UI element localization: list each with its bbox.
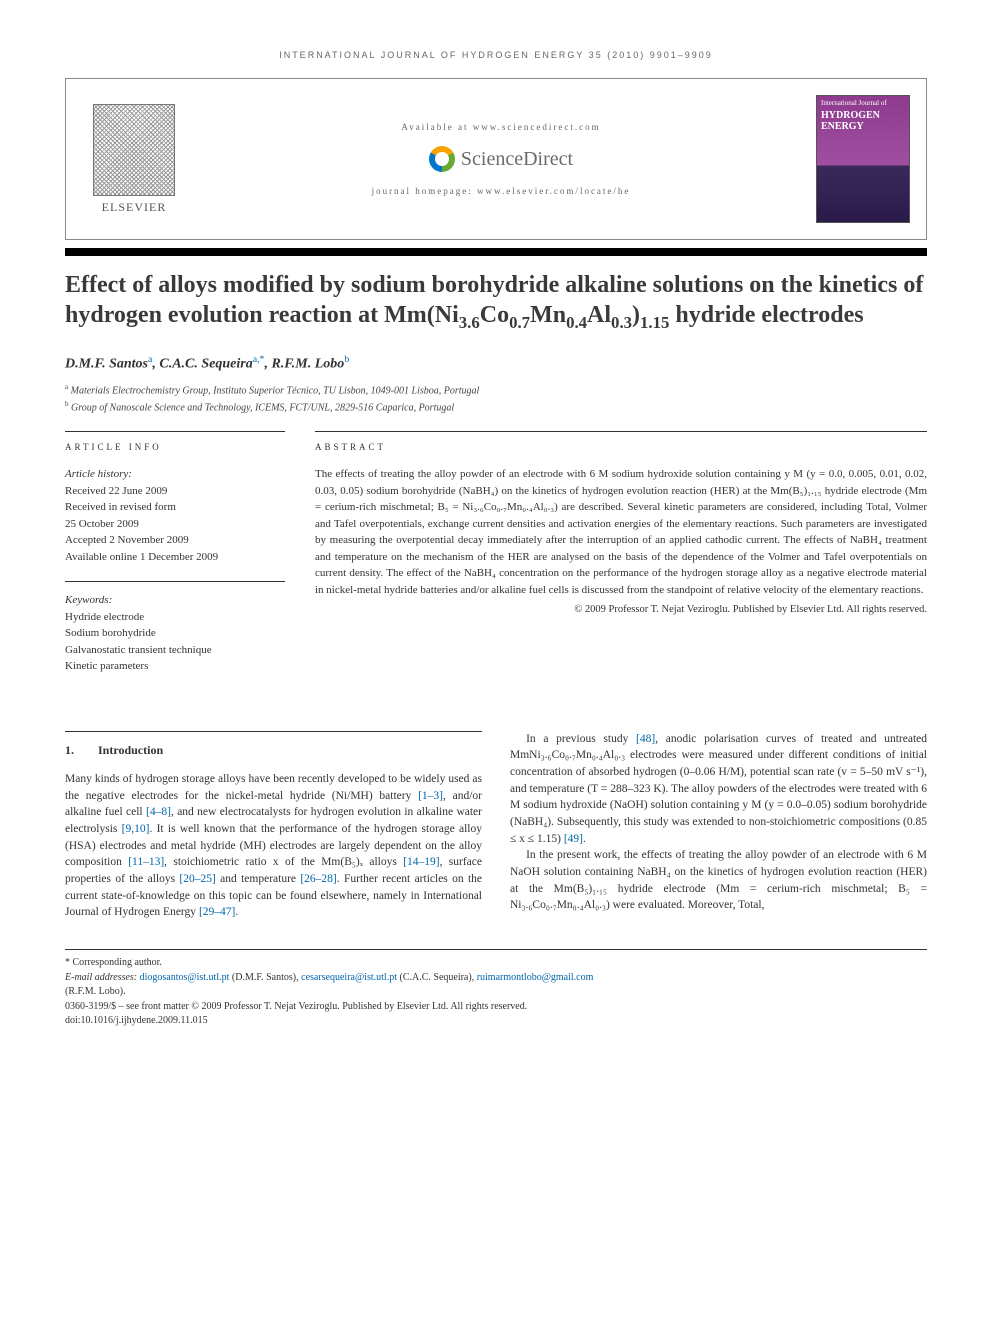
citation-link[interactable]: [20–25] [179, 873, 215, 885]
cover-subtitle: International Journal of [821, 100, 905, 108]
elsevier-tree-icon [93, 104, 175, 196]
article-info-heading: ARTICLE INFO [65, 431, 285, 452]
body-columns: 1. Introduction Many kinds of hydrogen s… [65, 731, 927, 921]
journal-homepage[interactable]: journal homepage: www.elsevier.com/locat… [372, 186, 631, 196]
doi[interactable]: doi:10.1016/j.ijhydene.2009.11.015 [65, 1014, 927, 1029]
history-line: 25 October 2009 [65, 516, 285, 533]
history-line: Available online 1 December 2009 [65, 549, 285, 566]
info-abstract-row: ARTICLE INFO Article history: Received 2… [65, 431, 927, 691]
corresponding-author: * Corresponding author. [65, 956, 927, 971]
history-label: Article history: [65, 466, 285, 483]
keywords-label: Keywords: [65, 592, 285, 609]
email-link[interactable]: ruimarmontlobo@gmail.com [477, 972, 594, 983]
article-title: Effect of alloys modified by sodium boro… [65, 270, 927, 334]
citation-link[interactable]: [49] [564, 833, 583, 845]
article-history-block: Article history: Received 22 June 2009 R… [65, 466, 285, 565]
history-line: Received 22 June 2009 [65, 483, 285, 500]
keyword: Galvanostatic transient technique [65, 642, 285, 659]
title-rule [65, 248, 927, 256]
citation-link[interactable]: [1–3] [418, 790, 443, 802]
citation-link[interactable]: [9,10] [122, 823, 150, 835]
keywords-block: Keywords: Hydride electrode Sodium boroh… [65, 581, 285, 675]
affiliation-a: a Materials Electrochemistry Group, Inst… [65, 382, 927, 398]
cover-title: HYDROGEN ENERGY [821, 110, 905, 132]
sciencedirect-logo[interactable]: ScienceDirect [429, 146, 573, 172]
cover-block: International Journal of HYDROGEN ENERGY [800, 79, 926, 239]
front-matter: 0360-3199/$ – see front matter © 2009 Pr… [65, 1000, 927, 1015]
header-center: Available at www.sciencedirect.com Scien… [202, 79, 800, 239]
body-col-right: In a previous study [48], anodic polaris… [510, 731, 927, 921]
citation-link[interactable]: [29–47] [199, 906, 235, 918]
running-head: INTERNATIONAL JOURNAL OF HYDROGEN ENERGY… [65, 50, 927, 60]
keyword: Kinetic parameters [65, 658, 285, 675]
keyword: Sodium borohydride [65, 625, 285, 642]
email-line: E-mail addresses: diogosantos@ist.utl.pt… [65, 971, 927, 986]
intro-para-3: In the present work, the effects of trea… [510, 847, 927, 914]
abstract-heading: ABSTRACT [315, 431, 927, 452]
journal-header-box: ELSEVIER Available at www.sciencedirect.… [65, 78, 927, 240]
body-col-left: 1. Introduction Many kinds of hydrogen s… [65, 731, 482, 921]
authors-line: D.M.F. Santosa, C.A.C. Sequeiraa,*, R.F.… [65, 354, 927, 373]
affiliation-b: b Group of Nanoscale Science and Technol… [65, 399, 927, 415]
intro-para-2: In a previous study [48], anodic polaris… [510, 731, 927, 848]
abstract-column: ABSTRACT The effects of treating the all… [315, 431, 927, 691]
section-num: 1. [65, 742, 74, 759]
available-at: Available at www.sciencedirect.com [401, 122, 600, 132]
sciencedirect-text: ScienceDirect [461, 148, 573, 171]
journal-cover-thumb: International Journal of HYDROGEN ENERGY [816, 95, 910, 223]
publisher-label: ELSEVIER [102, 200, 167, 215]
history-line: Accepted 2 November 2009 [65, 532, 285, 549]
section-title: Introduction [98, 742, 163, 759]
abstract-text: The effects of treating the alloy powder… [315, 466, 927, 598]
email-link[interactable]: diogosantos@ist.utl.pt [140, 972, 230, 983]
affiliations: a Materials Electrochemistry Group, Inst… [65, 382, 927, 415]
footer-block: * Corresponding author. E-mail addresses… [65, 949, 927, 1029]
abstract-copyright: © 2009 Professor T. Nejat Veziroglu. Pub… [315, 604, 927, 615]
sciencedirect-swoosh-icon [429, 146, 455, 172]
article-info-column: ARTICLE INFO Article history: Received 2… [65, 431, 285, 691]
section-heading-1: 1. Introduction [65, 731, 482, 759]
citation-link[interactable]: [26–28] [300, 873, 336, 885]
page: INTERNATIONAL JOURNAL OF HYDROGEN ENERGY… [0, 0, 992, 1069]
keyword: Hydride electrode [65, 609, 285, 626]
history-line: Received in revised form [65, 499, 285, 516]
email-name-3: (R.F.M. Lobo). [65, 985, 927, 1000]
citation-link[interactable]: [11–13] [128, 856, 164, 868]
citation-link[interactable]: [4–8] [146, 806, 171, 818]
publisher-block: ELSEVIER [66, 79, 202, 239]
email-link[interactable]: cesarsequeira@ist.utl.pt [301, 972, 397, 983]
citation-link[interactable]: [14–19] [403, 856, 439, 868]
intro-para-1: Many kinds of hydrogen storage alloys ha… [65, 771, 482, 921]
citation-link[interactable]: [48] [636, 733, 655, 745]
